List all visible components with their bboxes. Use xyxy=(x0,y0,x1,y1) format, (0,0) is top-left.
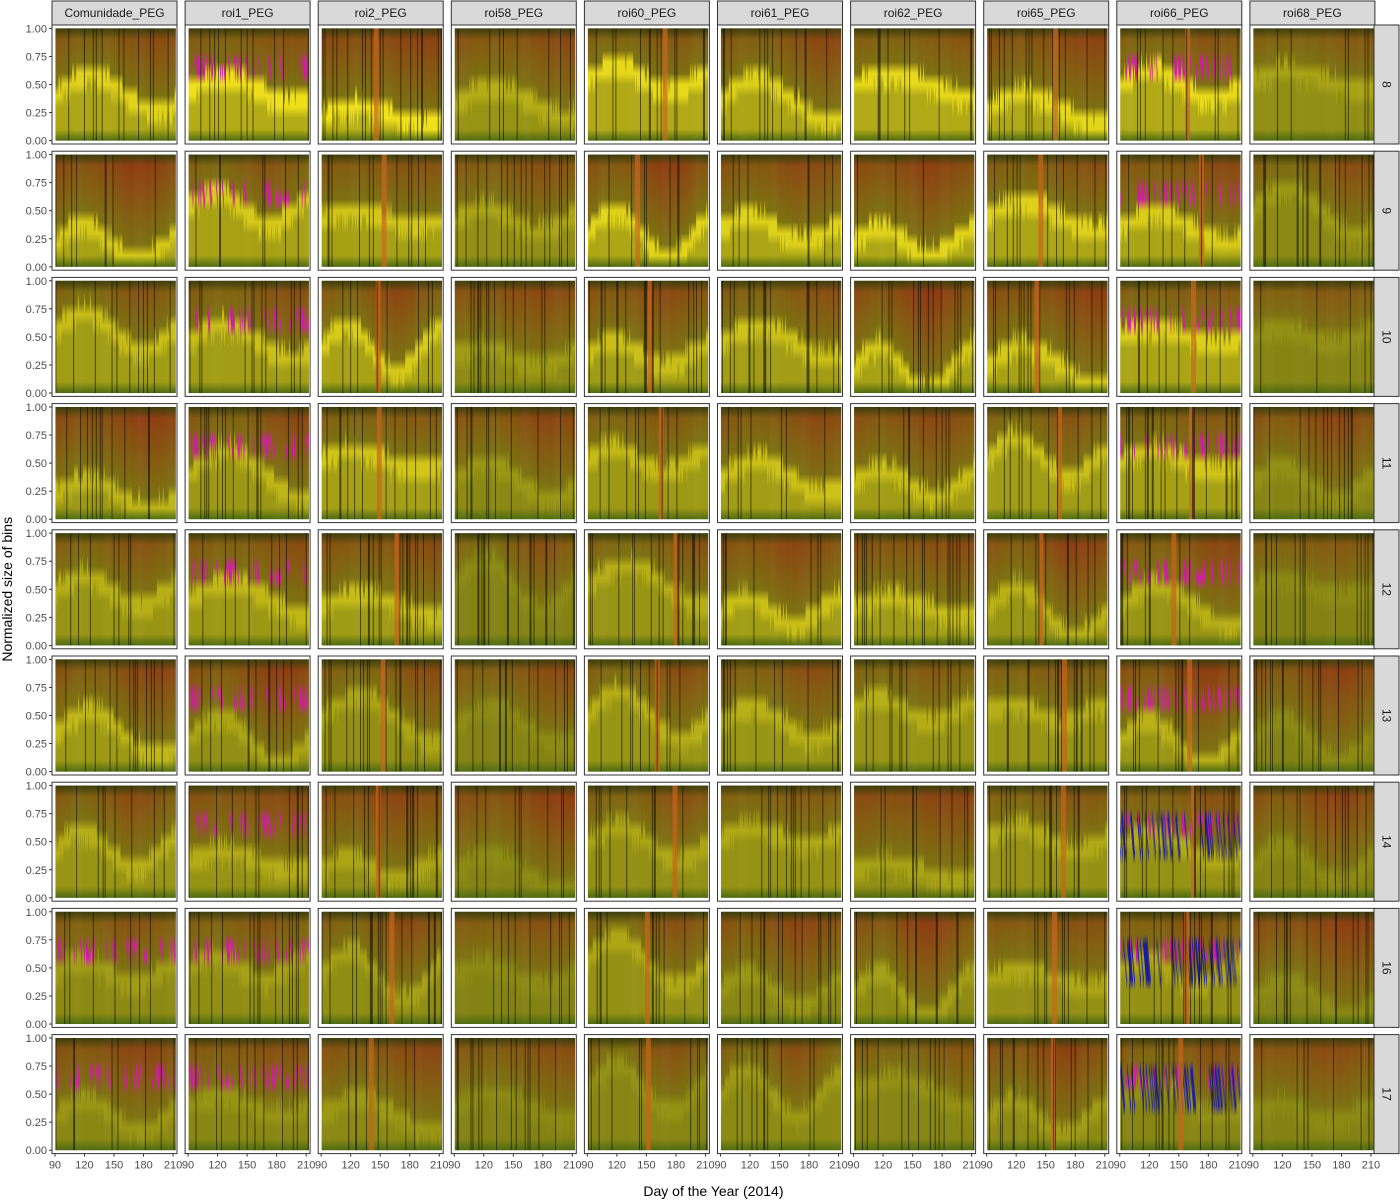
heatmap-day-column xyxy=(175,281,176,393)
y-tick-label: 0.00 xyxy=(26,388,47,400)
y-tick-label: 0.00 xyxy=(26,136,47,148)
heatmap-day-column xyxy=(574,155,575,267)
heatmap-panel xyxy=(451,277,576,396)
heatmap-day-column xyxy=(441,28,442,140)
heatmap-panel xyxy=(318,404,443,523)
y-tick-label: 0.75 xyxy=(26,51,47,63)
y-tick-label: 1.00 xyxy=(26,150,47,162)
heatmap-day-column xyxy=(441,407,442,519)
y-tick-label: 0.00 xyxy=(26,514,47,526)
heatmap-panel xyxy=(851,277,976,396)
heatmap-day-column xyxy=(707,155,708,267)
heatmap-day-column xyxy=(840,407,841,519)
heatmap-panel xyxy=(1117,25,1242,144)
heatmap-panel xyxy=(52,151,177,270)
y-tick-label: 0.75 xyxy=(26,430,47,442)
y-tick-label: 1.00 xyxy=(26,402,47,414)
heatmap-panel xyxy=(984,404,1109,523)
heatmap-day-column xyxy=(840,281,841,393)
heatmap-panel xyxy=(584,277,709,396)
heatmap-day-column xyxy=(574,281,575,393)
heatmap-panel xyxy=(718,151,843,270)
y-tick-label: 0.75 xyxy=(26,178,47,190)
heatmap-day-column xyxy=(1239,407,1240,519)
heatmap-panel xyxy=(451,25,576,144)
heatmap-day-column xyxy=(308,28,309,140)
heatmap-day-column xyxy=(707,28,708,140)
heatmap-day-column xyxy=(707,281,708,393)
heatmap-panel xyxy=(185,404,310,523)
heatmap-day-column xyxy=(308,281,309,393)
heatmap-panel xyxy=(984,25,1109,144)
heatmap-day-column xyxy=(707,407,708,519)
heatmap-panel xyxy=(718,277,843,396)
heatmap-panel xyxy=(851,151,976,270)
heatmap-day-column xyxy=(441,155,442,267)
heatmap-day-column xyxy=(308,155,309,267)
heatmap-panel xyxy=(1250,25,1375,144)
heatmap-panel xyxy=(1117,277,1242,396)
heatmap-panel xyxy=(185,151,310,270)
heatmap-day-column xyxy=(1106,155,1107,267)
y-tick-label: 1.00 xyxy=(26,276,47,288)
heatmap-day-column xyxy=(175,28,176,140)
heatmap-day-column xyxy=(973,28,974,140)
heatmap-panel xyxy=(318,25,443,144)
heatmap-panel xyxy=(718,25,843,144)
heatmap-day-column xyxy=(1106,28,1107,140)
heatmap-panel xyxy=(1117,151,1242,270)
heatmap-day-column xyxy=(308,407,309,519)
y-tick-label: 0.50 xyxy=(26,206,47,218)
heatmap-day-column xyxy=(441,281,442,393)
heatmap-day-column xyxy=(840,28,841,140)
heatmap-panel xyxy=(718,404,843,523)
heatmap-panel xyxy=(451,404,576,523)
heatmap-day-column xyxy=(574,407,575,519)
y-tick-label: 1.00 xyxy=(26,23,47,35)
heatmap-day-column xyxy=(574,28,575,140)
y-tick-label: 0.50 xyxy=(26,332,47,344)
heatmap-panel xyxy=(984,151,1109,270)
y-tick-label: 0.00 xyxy=(26,262,47,274)
y-tick-label: 0.50 xyxy=(26,458,47,470)
heatmap-day-column xyxy=(175,155,176,267)
heatmap-panel xyxy=(584,25,709,144)
heatmap-panel xyxy=(851,404,976,523)
heatmap-day-column xyxy=(973,407,974,519)
heatmap-panel xyxy=(851,25,976,144)
heatmap-panel xyxy=(52,25,177,144)
heatmap-panel xyxy=(318,151,443,270)
heatmap-panel xyxy=(52,277,177,396)
heatmap-panel xyxy=(1250,151,1375,270)
heatmap-panel xyxy=(584,151,709,270)
y-tick-label: 0.25 xyxy=(26,360,47,372)
heatmap-panel xyxy=(584,404,709,523)
heatmap-day-column xyxy=(1239,281,1240,393)
heatmap-panel xyxy=(1250,404,1375,523)
heatmap-day-column xyxy=(1239,28,1240,140)
y-tick-label: 0.25 xyxy=(26,486,47,498)
heatmap-day-column xyxy=(1106,407,1107,519)
heatmap-day-column xyxy=(175,407,176,519)
y-tick-label: 0.25 xyxy=(26,234,47,246)
heatmap-panel xyxy=(52,404,177,523)
heatmap-day-column xyxy=(973,281,974,393)
heatmap-panel xyxy=(984,277,1109,396)
y-tick-label: 0.75 xyxy=(26,304,47,316)
heatmap-day-column xyxy=(840,155,841,267)
heatmap-panel xyxy=(318,277,443,396)
heatmap-panel xyxy=(451,151,576,270)
heatmap-day-column xyxy=(1106,281,1107,393)
heatmap-day-column xyxy=(973,155,974,267)
heatmap-panel xyxy=(1117,404,1242,523)
heatmap-panel xyxy=(185,25,310,144)
heatmap-panel xyxy=(1250,277,1375,396)
y-tick-label: 0.50 xyxy=(26,80,47,92)
y-tick-label: 0.25 xyxy=(26,108,47,120)
heatmap-panel xyxy=(185,277,310,396)
heatmap-day-column xyxy=(1239,155,1240,267)
